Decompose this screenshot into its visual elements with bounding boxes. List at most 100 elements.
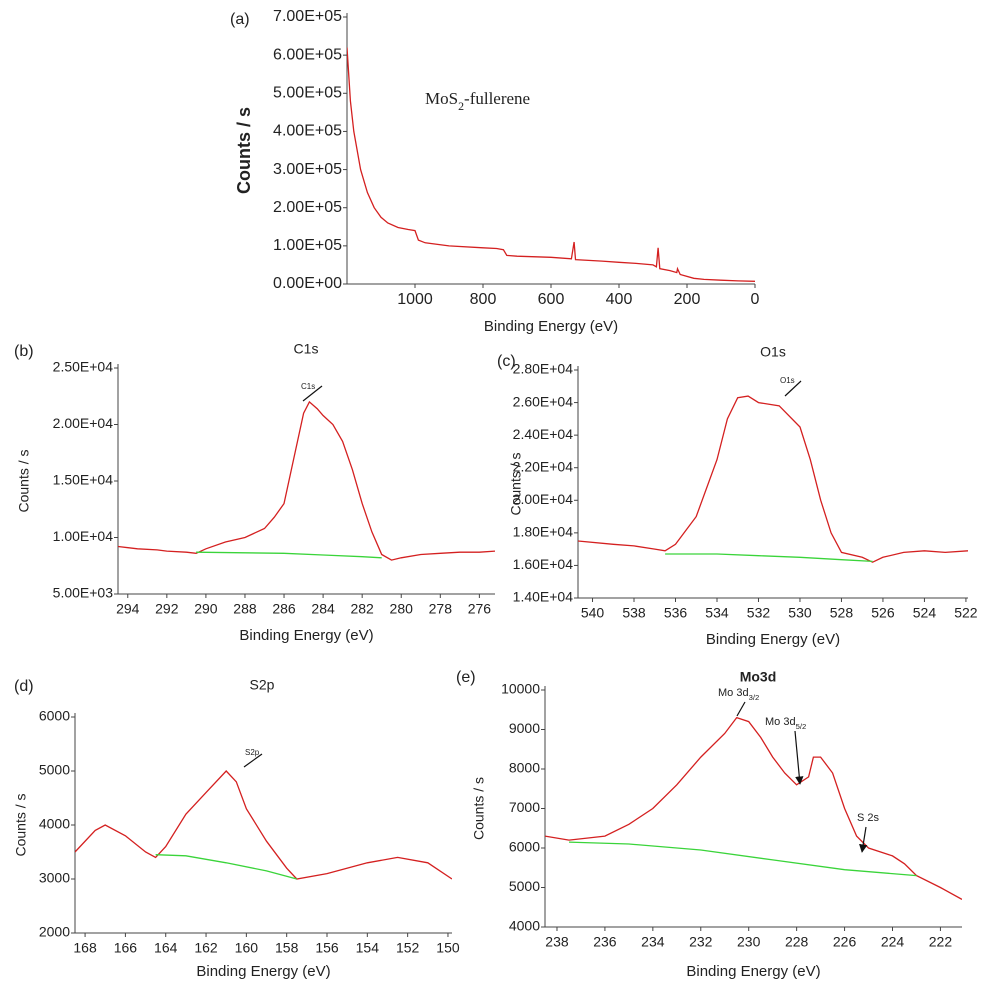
x-tick-label: 538: [622, 605, 646, 621]
annotation-text: O1s: [780, 376, 795, 385]
y-tick-label: 3.00E+05: [273, 161, 342, 178]
x-tick-label: 158: [275, 940, 299, 956]
annotation-subscript: 2: [458, 99, 464, 113]
annotation: O1s: [780, 376, 795, 385]
x-tick-label: 534: [705, 605, 729, 621]
x-tick-label: 168: [73, 940, 97, 956]
x-tick-label: 160: [235, 940, 259, 956]
y-tick-label: 2.60E+04: [513, 393, 574, 409]
y-tick-label: 5.00E+03: [53, 585, 114, 601]
x-axis-label: Binding Energy (eV): [239, 627, 373, 644]
chart-title: S2p: [250, 677, 275, 693]
x-tick-label: 150: [436, 940, 460, 956]
panel-label: (e): [456, 669, 476, 686]
y-tick-label: 5.00E+05: [273, 85, 342, 102]
spectrum-line: [196, 551, 382, 559]
annotation: C1s: [301, 382, 315, 391]
x-tick-label: 154: [356, 940, 380, 956]
x-tick-label: 536: [664, 605, 688, 621]
x-axis-label: Binding Energy (eV): [686, 963, 820, 980]
annotation: S2p: [245, 748, 260, 757]
y-axis-label: Counts / s: [16, 449, 32, 512]
x-tick-label: 800: [470, 291, 497, 308]
x-tick-label: 276: [468, 601, 492, 617]
y-tick-label: 7000: [509, 799, 540, 815]
x-tick-label: 530: [788, 605, 812, 621]
x-tick-label: 222: [929, 934, 953, 950]
spectrum-line: [545, 716, 962, 900]
x-tick-label: 290: [194, 601, 218, 617]
y-tick-label: 6000: [39, 708, 70, 724]
y-tick-label: 4000: [509, 918, 540, 934]
x-tick-label: 294: [116, 601, 140, 617]
spectrum-line: [568, 841, 917, 877]
x-tick-label: 1000: [397, 291, 433, 308]
chart-title: O1s: [760, 344, 786, 360]
spectrum-line: [155, 854, 297, 880]
panel: 0.00E+00 1.00E+05 2.00E+05 3.00E+05 4.00E+05…: [230, 8, 760, 335]
y-axis-label: Counts / s: [234, 107, 254, 194]
x-tick-label: 526: [871, 605, 895, 621]
x-tick-label: 152: [396, 940, 420, 956]
x-tick-label: 156: [315, 940, 339, 956]
y-tick-label: 7.00E+05: [273, 8, 342, 25]
chart-title: C1s: [294, 341, 319, 357]
y-tick-label: 4.00E+05: [273, 123, 342, 140]
annotation: Mo 3d3/2: [718, 687, 759, 702]
x-tick-label: 278: [429, 601, 453, 617]
y-tick-label: 3000: [39, 870, 70, 886]
x-tick-label: 292: [155, 601, 179, 617]
y-tick-label: 1.00E+04: [53, 528, 114, 544]
annotation-pointer: [784, 380, 802, 397]
x-axis-label: Binding Energy (eV): [196, 963, 330, 980]
spectrum-line: [75, 770, 452, 880]
x-axis-label: Binding Energy (eV): [484, 318, 618, 335]
x-tick-label: 284: [311, 601, 335, 617]
x-tick-label: 200: [674, 291, 701, 308]
y-tick-label: 1.60E+04: [513, 556, 574, 572]
panel-label: (b): [14, 343, 34, 360]
y-tick-label: 1.50E+04: [53, 472, 114, 488]
y-tick-label: 1.00E+05: [273, 237, 342, 254]
x-tick-label: 282: [350, 601, 374, 617]
annotation-text: S 2s: [857, 812, 880, 824]
y-tick-label: 1.40E+04: [513, 589, 574, 605]
x-tick-label: 532: [747, 605, 771, 621]
annotation-pointer: [794, 730, 804, 785]
x-tick-label: 280: [390, 601, 414, 617]
annotation: S 2s: [857, 812, 880, 824]
annotation-text: S2p: [245, 748, 260, 757]
spectrum-line: [665, 553, 873, 563]
x-tick-label: 528: [830, 605, 854, 621]
x-tick-label: 238: [545, 934, 569, 950]
y-axis-label: Counts / s: [508, 452, 524, 515]
y-tick-label: 0.00E+00: [273, 275, 342, 292]
y-axis-label: Counts / s: [471, 777, 487, 840]
y-tick-label: 5000: [39, 762, 70, 778]
x-tick-label: 524: [913, 605, 937, 621]
x-axis-label: Binding Energy (eV): [706, 631, 840, 648]
y-tick-label: 2.00E+04: [513, 491, 574, 507]
y-tick-label: 2.50E+04: [53, 359, 114, 375]
spectrum-line: [347, 47, 755, 282]
panel-label: (a): [230, 11, 250, 28]
y-axis-label: Counts / s: [13, 793, 29, 856]
y-tick-label: 2.00E+05: [273, 199, 342, 216]
y-tick-label: 6000: [509, 839, 540, 855]
y-tick-label: 4000: [39, 816, 70, 832]
x-tick-label: 400: [606, 291, 633, 308]
y-tick-label: 1.80E+04: [513, 524, 574, 540]
y-tick-label: 2.00E+04: [53, 415, 114, 431]
x-tick-label: 230: [737, 934, 761, 950]
x-tick-label: 600: [538, 291, 565, 308]
annotation-pointer: [736, 701, 746, 717]
x-tick-label: 236: [593, 934, 617, 950]
annotation: MoS2-fullerene: [425, 89, 530, 113]
annotation-text: Mo 3d: [765, 716, 796, 728]
y-tick-label: 6.00E+05: [273, 46, 342, 63]
panel: 5.00E+03 1.00E+04 1.50E+04 2.00E+04 2.50E+04…: [14, 341, 495, 644]
spectrum-line: [118, 400, 495, 561]
y-tick-label: 2.40E+04: [513, 426, 574, 442]
annotation-pointer: [302, 385, 323, 402]
